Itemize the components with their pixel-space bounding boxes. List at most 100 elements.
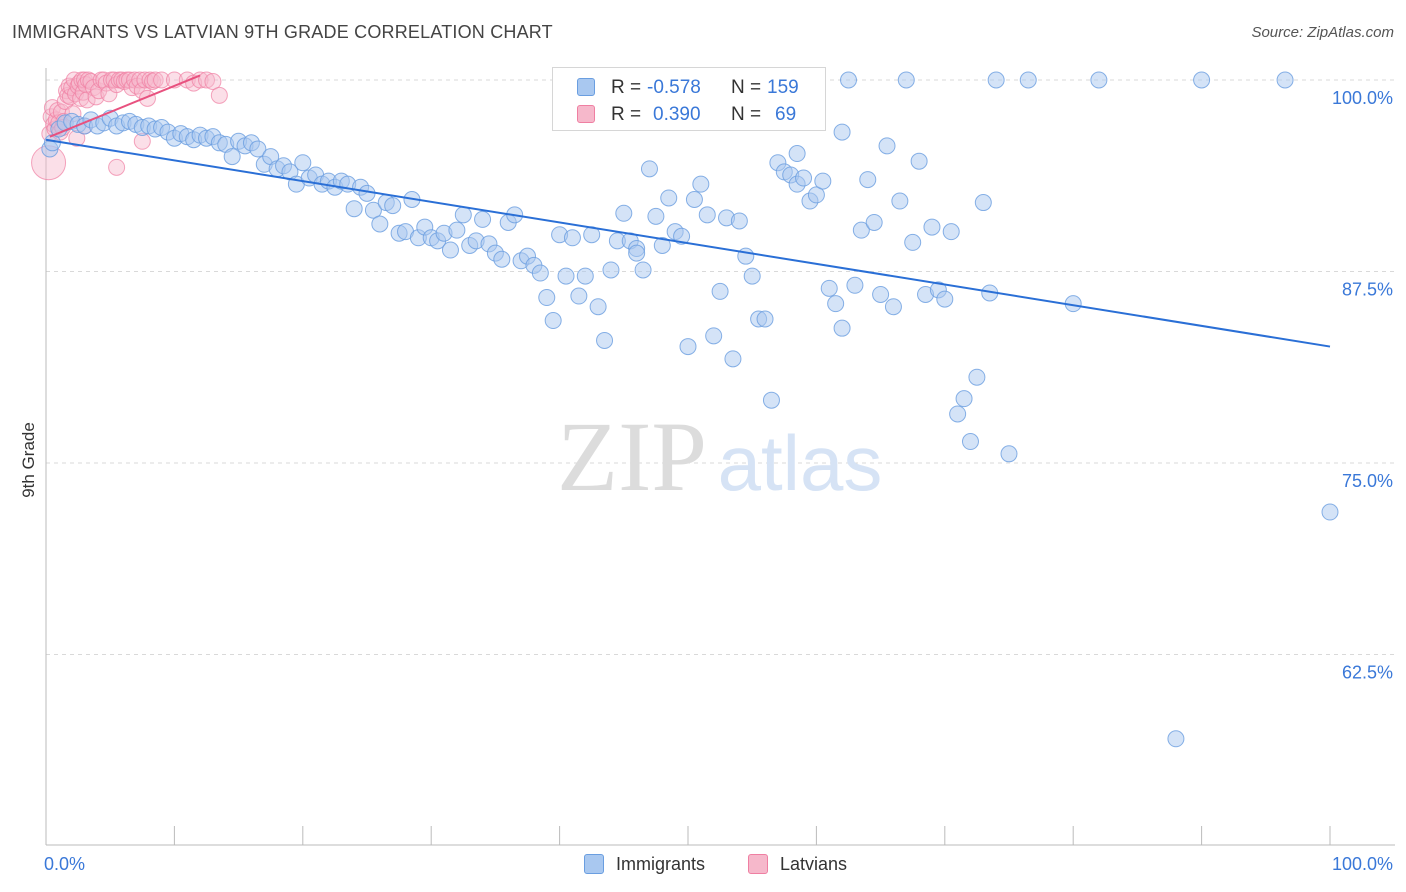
immigrants-point — [454, 206, 472, 224]
immigrants-point — [384, 197, 402, 215]
immigrants-point — [872, 285, 890, 303]
immigrants-point — [596, 331, 614, 349]
immigrants-point — [557, 267, 575, 285]
correlation-stats-box: R = -0.578 N = 159 R = 0.390 N = 69 — [552, 67, 826, 131]
immigrants-point — [724, 350, 742, 368]
immigrants-point — [223, 148, 241, 166]
immigrants-point — [1321, 503, 1339, 521]
immigrants-point — [602, 261, 620, 279]
immigrants-point — [531, 264, 549, 282]
immigrants-point — [705, 327, 723, 345]
immigrants-point — [949, 405, 967, 423]
immigrants-point — [756, 310, 774, 328]
immigrants-point — [576, 267, 594, 285]
immigrants-point — [364, 201, 382, 219]
r-label: R = — [611, 77, 642, 98]
immigrants-trend-line — [45, 138, 1331, 348]
immigrants-point — [538, 289, 556, 307]
immigrants-point — [448, 221, 466, 239]
immigrants-point — [294, 154, 312, 172]
immigrants-point — [884, 298, 902, 316]
immigrants-point — [249, 140, 267, 158]
tick-labels: 62.5% 75.0% 87.5% 100.0% 0.0% 100.0% — [44, 88, 1393, 874]
r-label: R = — [611, 104, 642, 125]
latvians-point — [131, 71, 149, 89]
immigrants-point — [660, 189, 678, 207]
immigrants-point — [910, 152, 928, 170]
immigrants-point — [1276, 71, 1294, 89]
immigrants-point — [345, 200, 363, 218]
immigrants-point — [634, 261, 652, 279]
immigrants-point — [371, 215, 389, 233]
n-label: N = — [731, 77, 762, 98]
trend-lines — [45, 74, 1331, 348]
immigrants-point — [653, 236, 671, 254]
immigrants-point — [563, 229, 581, 247]
n-value: 159 — [767, 77, 799, 98]
n-label: N = — [731, 104, 762, 125]
chart-source: Source: ZipAtlas.com — [1251, 24, 1394, 41]
y-tick-label: 62.5% — [1342, 663, 1393, 683]
immigrants-point — [1000, 445, 1018, 463]
axes — [45, 68, 1395, 846]
chart-legend: Immigrants Latvians — [0, 850, 1406, 880]
immigrants-point — [846, 276, 864, 294]
latvians-point — [144, 73, 162, 91]
latvians-trend-line — [49, 74, 201, 138]
immigrants-point — [961, 433, 979, 451]
immigrants-point — [923, 218, 941, 236]
immigrants-point — [788, 145, 806, 163]
immigrants-point — [974, 194, 992, 212]
immigrants-point — [544, 312, 562, 330]
x-tick-label: 100.0% — [1332, 854, 1393, 874]
immigrants-legend-swatch — [584, 854, 604, 874]
immigrants-points — [41, 71, 1339, 748]
immigrants-point — [743, 267, 761, 285]
watermark: ZIP atlas — [557, 401, 882, 512]
immigrants-point — [942, 223, 960, 241]
r-value: -0.578 — [647, 77, 701, 98]
y-axis-label: 9th Grade — [19, 422, 38, 498]
immigrants-point — [679, 338, 697, 356]
immigrants-point — [692, 175, 710, 193]
immigrants-point — [852, 221, 870, 239]
immigrants-point — [904, 233, 922, 251]
watermark-atlas: atlas — [718, 419, 883, 507]
immigrants-point — [1193, 71, 1211, 89]
immigrants-point — [897, 71, 915, 89]
immigrants-point — [640, 160, 658, 178]
immigrants-point — [358, 184, 376, 202]
immigrants-point — [1019, 71, 1037, 89]
immigrants-point — [493, 250, 511, 268]
r-value: 0.390 — [653, 104, 701, 125]
immigrants-point — [859, 171, 877, 189]
immigrants-point — [711, 282, 729, 300]
immigrants-point — [814, 172, 832, 190]
latvians-point — [210, 86, 228, 104]
immigrants-point — [647, 207, 665, 225]
immigrants-point — [615, 204, 633, 222]
gridlines — [46, 79, 1395, 655]
stats-row-latvians: R = 0.390 N = 69 — [553, 101, 825, 129]
immigrants-point — [955, 390, 973, 408]
immigrants-point — [628, 244, 646, 262]
immigrants-point — [987, 71, 1005, 89]
n-value: 69 — [775, 104, 797, 125]
immigrants-point — [833, 123, 851, 141]
immigrants-point — [685, 190, 703, 208]
immigrants-point — [1090, 71, 1108, 89]
latvians-point — [204, 73, 222, 91]
immigrants-point — [827, 295, 845, 313]
legend-label: Immigrants — [616, 854, 706, 874]
latvians-point — [108, 158, 126, 176]
latvians-point — [146, 71, 164, 89]
immigrants-point — [807, 186, 825, 204]
immigrants-point — [730, 212, 748, 230]
latvians-legend-swatch — [748, 854, 768, 874]
immigrants-point — [820, 279, 838, 297]
y-tick-label: 100.0% — [1332, 88, 1393, 108]
immigrants-point — [474, 210, 492, 228]
immigrants-point — [865, 213, 883, 231]
immigrants-point — [878, 137, 896, 155]
